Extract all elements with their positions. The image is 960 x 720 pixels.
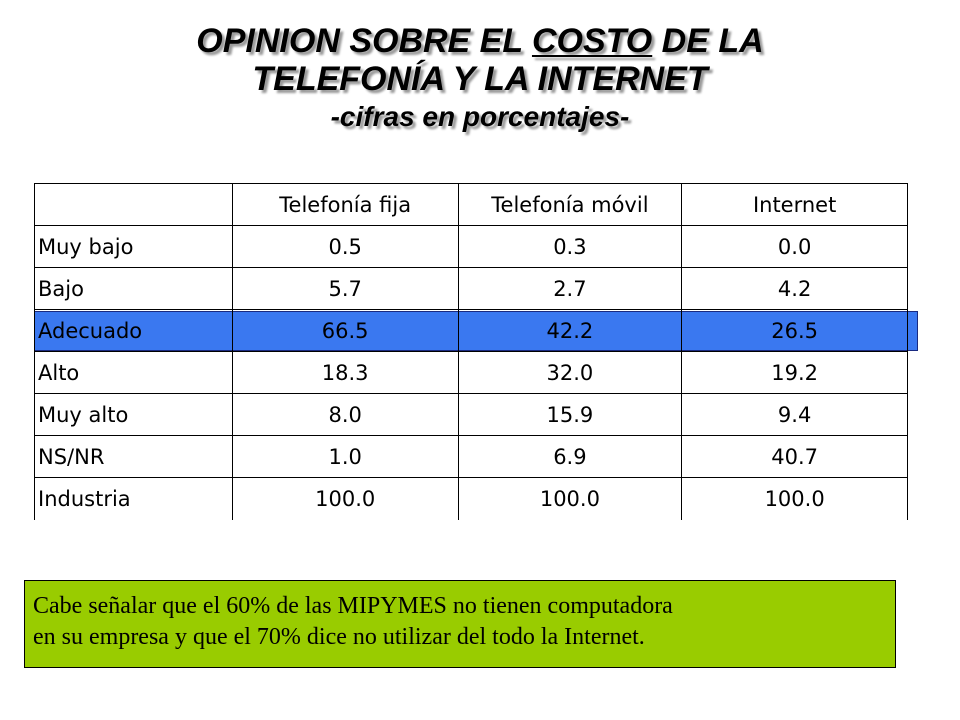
note-line-2: en su empresa y que el 70% dice no utili… <box>33 624 645 651</box>
table-row: Industria 100.0 100.0 100.0 <box>34 477 908 520</box>
row-label: Industria <box>34 477 233 520</box>
row-label: Muy bajo <box>34 225 233 268</box>
table-cell: 40.7 <box>681 435 908 478</box>
title-line-1: OPINION SOBRE EL COSTO DE LA <box>0 22 960 60</box>
header-cell-empty <box>34 183 233 226</box>
table-cell: 8.0 <box>231 393 459 436</box>
table-cell: 19.2 <box>681 351 908 394</box>
table-cell: 18.3 <box>231 351 459 394</box>
note-box: Cabe señalar que el 60% de las MIPYMES n… <box>24 580 896 668</box>
table-cell: 5.7 <box>231 267 459 310</box>
table-cell: 66.5 <box>231 309 459 352</box>
table-row-highlighted: Adecuado 66.5 42.2 26.5 <box>34 309 908 352</box>
table-cell: 15.9 <box>457 393 682 436</box>
page-title: OPINION SOBRE EL COSTO DE LA TELEFONÍA Y… <box>0 22 960 132</box>
table-header-row: Telefonía fija Telefonía móvil Internet <box>34 183 908 226</box>
table-cell: 100.0 <box>231 477 459 520</box>
note-line-1: Cabe señalar que el 60% de las MIPYMES n… <box>33 593 673 619</box>
table-cell: 9.4 <box>681 393 908 436</box>
header-cell-telefonia-fija: Telefonía fija <box>231 183 459 226</box>
row-label: Alto <box>34 351 233 394</box>
table-cell: 2.7 <box>457 267 682 310</box>
table-cell: 6.9 <box>457 435 682 478</box>
title-underlined-word: COSTO <box>531 22 653 60</box>
table-cell: 32.0 <box>457 351 682 394</box>
table-cell: 0.5 <box>231 225 459 268</box>
table-cell: 42.2 <box>457 309 682 352</box>
row-label: Adecuado <box>34 309 233 352</box>
title-line-1-start: OPINION SOBRE EL <box>196 22 532 60</box>
table-row: Bajo 5.7 2.7 4.2 <box>34 267 908 310</box>
title-line-1-end: DE LA <box>652 22 764 60</box>
opinion-table: Telefonía fija Telefonía móvil Internet … <box>34 183 908 520</box>
title-subtitle: -cifras en porcentajes- <box>330 100 630 132</box>
title-line-2: TELEFONÍA Y LA INTERNET <box>252 60 708 99</box>
table-cell: 4.2 <box>681 267 908 310</box>
table-row: Alto 18.3 32.0 19.2 <box>34 351 908 394</box>
table-cell: 100.0 <box>457 477 682 520</box>
header-cell-internet: Internet <box>681 183 908 226</box>
table-row: NS/NR 1.0 6.9 40.7 <box>34 435 908 478</box>
table-cell: 26.5 <box>681 309 908 352</box>
table-cell: 0.0 <box>681 225 908 268</box>
table-row: Muy bajo 0.5 0.3 0.0 <box>34 225 908 268</box>
opinion-table-container: Telefonía fija Telefonía móvil Internet … <box>34 183 918 523</box>
table-cell: 0.3 <box>457 225 682 268</box>
table-cell: 1.0 <box>231 435 459 478</box>
row-label: Muy alto <box>34 393 233 436</box>
table-row: Muy alto 8.0 15.9 9.4 <box>34 393 908 436</box>
header-cell-telefonia-movil: Telefonía móvil <box>457 183 682 226</box>
row-label: NS/NR <box>34 435 233 478</box>
row-label: Bajo <box>34 267 233 310</box>
table-cell: 100.0 <box>681 477 908 520</box>
